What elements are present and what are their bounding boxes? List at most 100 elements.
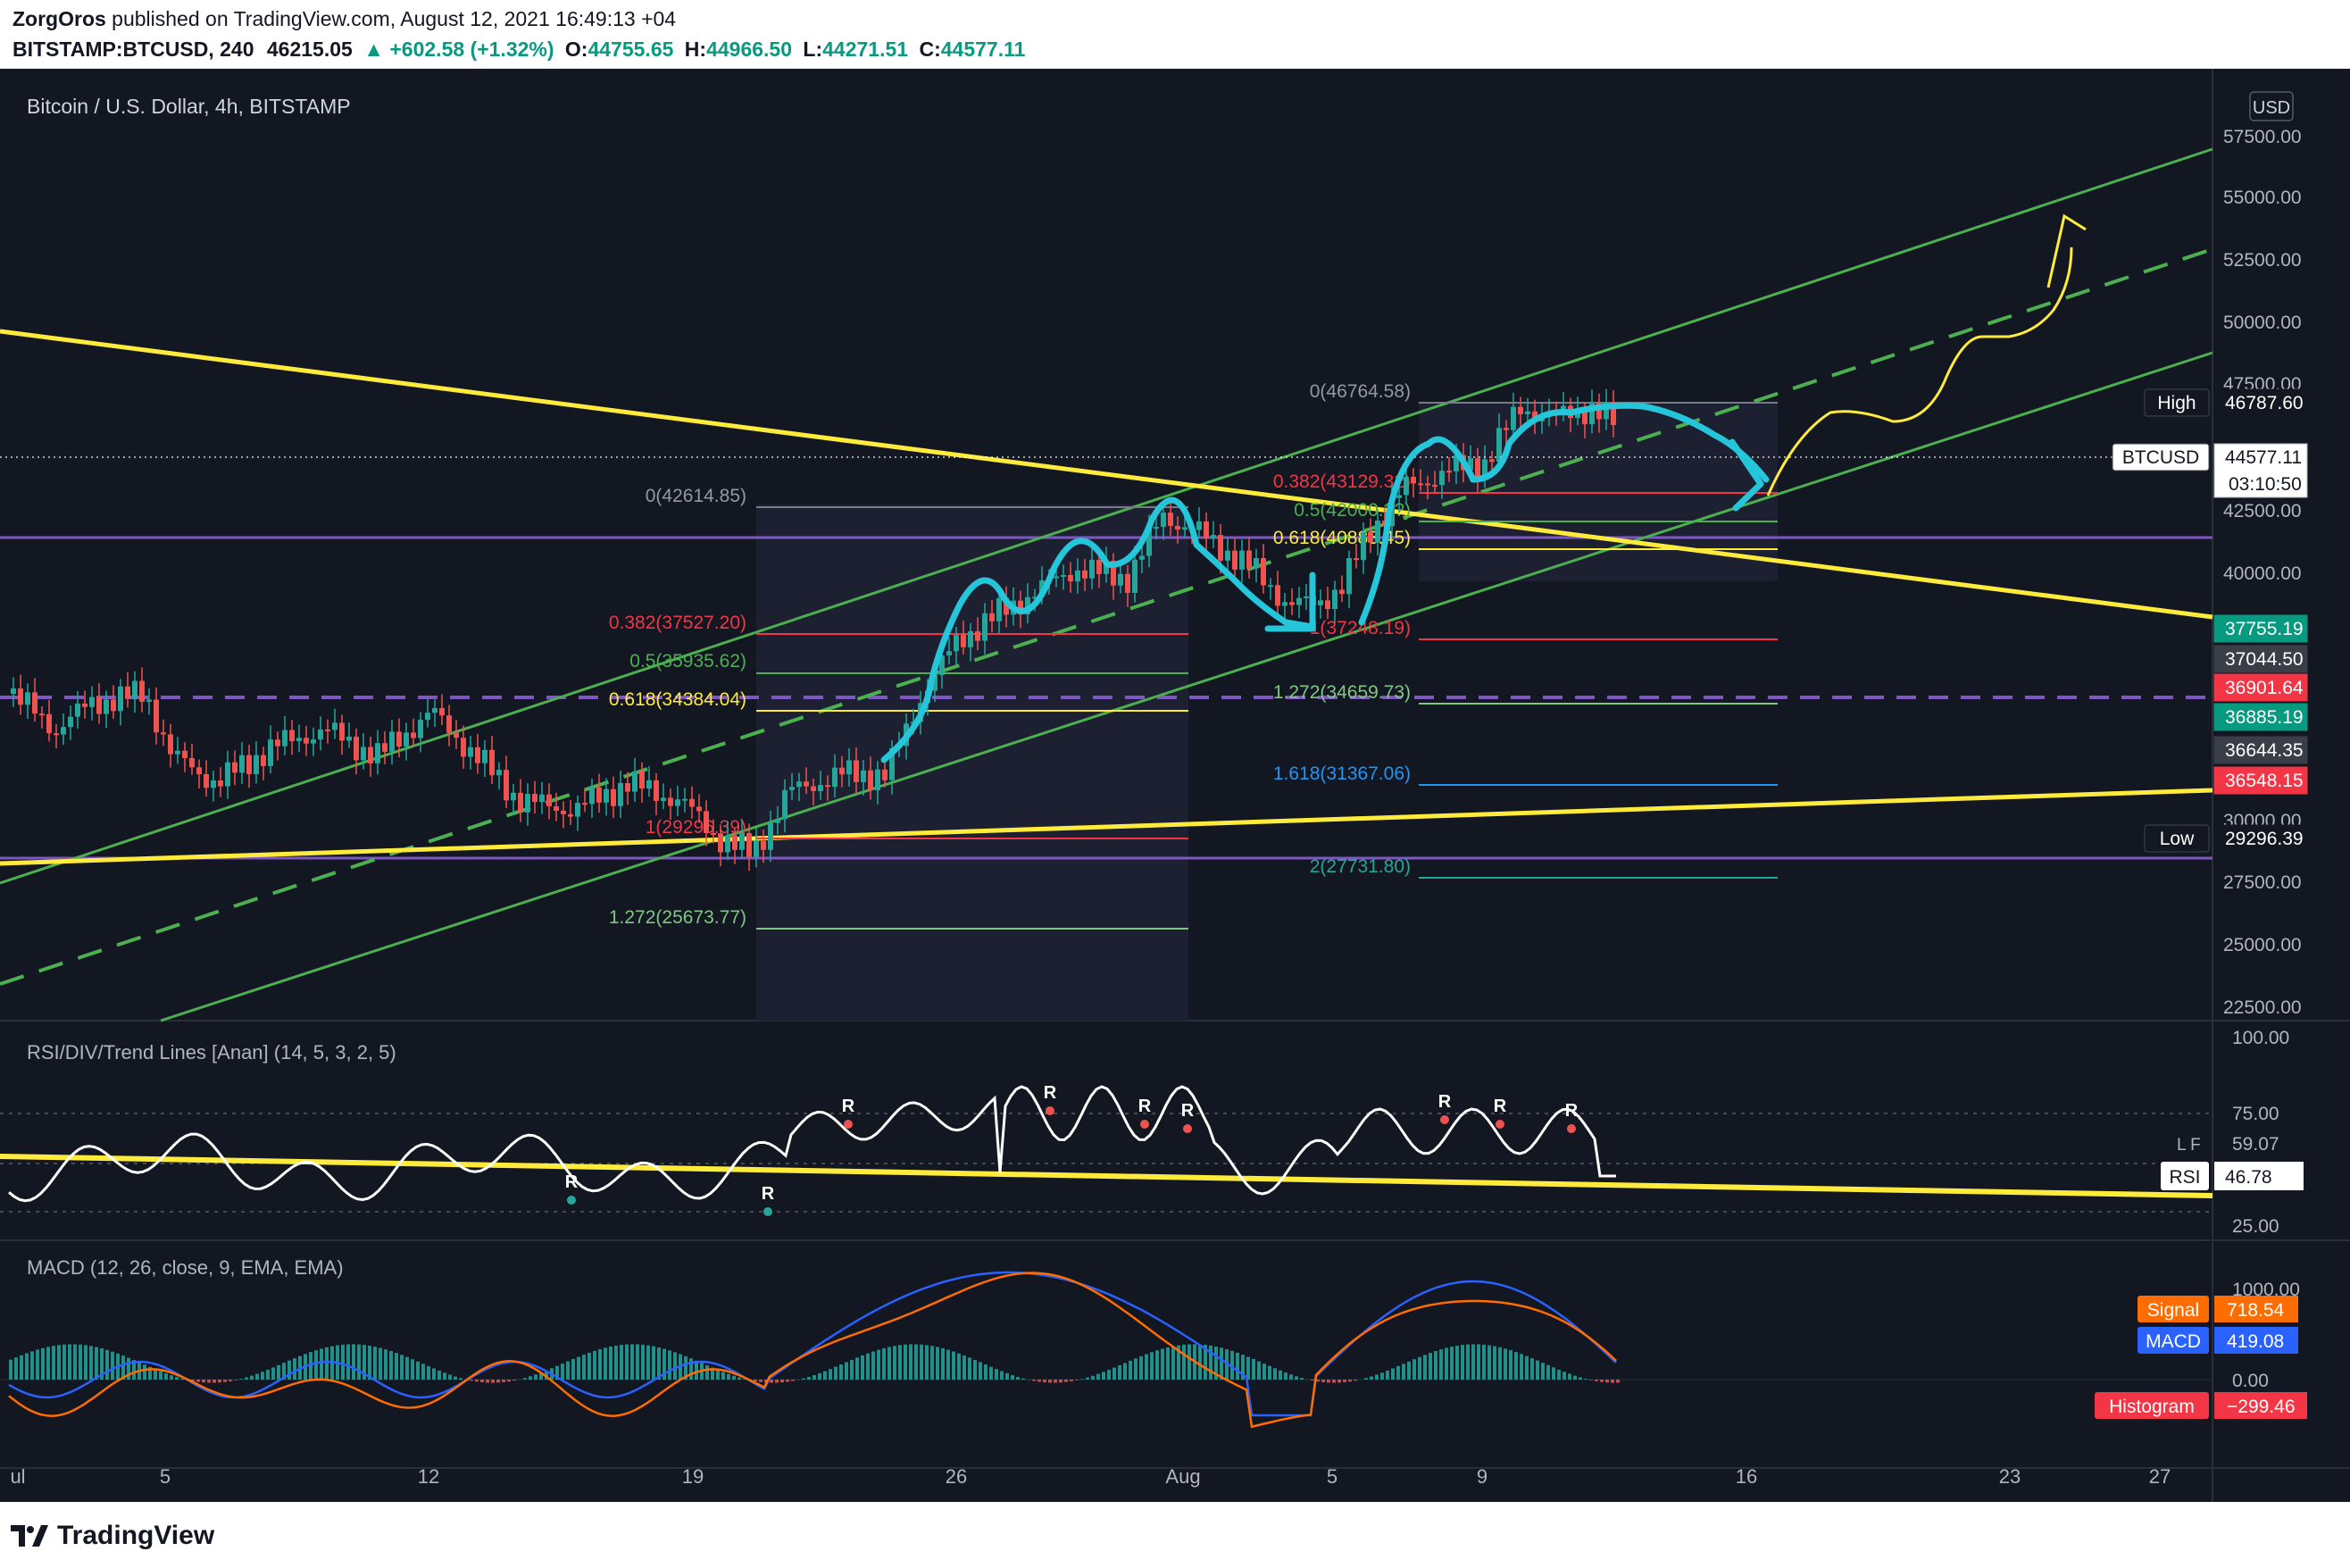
forecast-arrow-head[interactable] [1729, 438, 1764, 512]
tradingview-logo[interactable]: TradingView [11, 1518, 214, 1554]
histogram-bar [882, 1347, 886, 1380]
histogram-bar [695, 1360, 698, 1380]
rsi-trendline[interactable] [0, 1154, 2213, 1198]
rsi-divergence-markers[interactable]: R R R R R R R R R [565, 1083, 1579, 1216]
date-tick: 9 [1477, 1465, 1488, 1488]
candle-body [68, 716, 73, 728]
histogram-bar [1375, 1374, 1379, 1380]
candle-body [1111, 561, 1116, 586]
histogram-bar [207, 1380, 211, 1383]
channel-mid-line[interactable] [0, 247, 2213, 986]
histogram-bar [250, 1375, 254, 1380]
fib-right-2: 2(27731.80) [1310, 856, 1411, 877]
histogram-bar [571, 1358, 575, 1380]
time-axis[interactable]: ul 5 12 19 26 Aug 5 9 16 23 27 [10, 1465, 2171, 1488]
candle-body [32, 692, 38, 714]
rsi-title[interactable]: RSI/DIV/Trend Lines [Anan] (14, 5, 3, 2,… [27, 1041, 396, 1063]
macd-axis[interactable]: 1000.00 0.00 [2232, 1280, 2300, 1391]
histogram-bar [807, 1377, 811, 1380]
fib-right-0: 0(46764.58) [1310, 381, 1411, 402]
histogram-bar [1482, 1344, 1486, 1380]
histogram-bar [534, 1374, 538, 1380]
histogram-bar [1038, 1380, 1041, 1382]
candle-body [1418, 483, 1423, 486]
candle-body [432, 708, 438, 713]
histogram-bar [1198, 1344, 1202, 1380]
price-tick: 57500.00 [2223, 127, 2302, 147]
candle-body [161, 732, 166, 735]
histogram-bar [132, 1360, 136, 1380]
macd-badges: Signal 718.54 MACD 419.08 Histogram −299… [2095, 1296, 2307, 1419]
histogram-bar [1327, 1380, 1330, 1383]
histogram-bar [438, 1370, 441, 1380]
histogram-bar [791, 1380, 795, 1381]
histogram-bar [1080, 1379, 1084, 1380]
histogram-bar [1605, 1380, 1609, 1383]
histogram-bar [1461, 1345, 1464, 1380]
author-name[interactable]: ZorgOros [12, 7, 106, 30]
descending-trendline[interactable] [0, 329, 2213, 620]
histogram-bar [1182, 1344, 1186, 1380]
histogram-bar [904, 1344, 907, 1380]
candle-body [1154, 527, 1159, 530]
candle-body [282, 730, 288, 746]
histogram-bar [127, 1357, 130, 1380]
candle-body [468, 746, 473, 757]
histogram-bar [523, 1378, 527, 1380]
signal-line[interactable] [8, 1272, 1617, 1429]
macd-line[interactable] [8, 1271, 1617, 1417]
fib-left-1272: 1.272(25673.77) [609, 907, 746, 928]
histogram-bar [1118, 1365, 1121, 1380]
histogram-bar [373, 1347, 377, 1380]
chart-svg[interactable]: 0(42614.85) 0.382(37527.20) 0.5(35935.62… [0, 69, 2350, 1502]
histogram-bar [920, 1344, 923, 1380]
candle-body [1254, 557, 1259, 569]
price-axis-ticks[interactable]: 57500.0055000.0052500.0050000.0047500.00… [2223, 127, 2302, 1018]
candle-body [1282, 602, 1288, 606]
histogram-bar [95, 1347, 98, 1380]
price-badges: High 46787.60 BTCUSD 44577.11 03:10:50 37755.… [2112, 388, 2308, 853]
histogram-bar [829, 1369, 832, 1380]
histogram-bar [180, 1378, 184, 1380]
candle-body [1068, 574, 1073, 582]
histogram-bar [475, 1380, 479, 1382]
candle-body [539, 794, 545, 803]
divergence-dot [763, 1207, 772, 1216]
histogram-bar [1445, 1347, 1448, 1380]
tradingview-brand: TradingView [57, 1521, 215, 1550]
histogram-bar [223, 1380, 227, 1382]
macd-histogram[interactable] [9, 1344, 1620, 1383]
candle-body [168, 734, 173, 755]
candle-body [289, 730, 295, 742]
histogram-bar [995, 1369, 998, 1380]
candle-body [1275, 585, 1280, 606]
fib-extension-right[interactable] [1419, 402, 1778, 879]
candle-body [1339, 589, 1345, 595]
histogram-bar [1230, 1350, 1234, 1380]
macd-title[interactable]: MACD (12, 26, close, 9, EMA, EMA) [27, 1256, 344, 1279]
candle-body [575, 803, 580, 817]
projection-path[interactable] [1766, 246, 2073, 496]
candle-body [1175, 525, 1180, 530]
histogram-bar [1129, 1360, 1132, 1380]
candle-body [296, 738, 302, 742]
rsi-line[interactable] [8, 1085, 1616, 1203]
projection-arrow-head[interactable] [2046, 213, 2087, 288]
currency-button[interactable] [2249, 91, 2294, 121]
ascending-trendline[interactable] [0, 788, 2213, 866]
candle-body [839, 767, 845, 775]
histogram-bar [14, 1357, 18, 1380]
candle-body [418, 720, 423, 738]
channel-lower-line[interactable] [160, 351, 2213, 1022]
histogram-bar [1514, 1352, 1518, 1380]
histogram-bar [673, 1352, 677, 1380]
chart-canvas[interactable]: 0(42614.85) 0.382(37527.20) 0.5(35935.62… [0, 69, 2350, 1502]
candle-body [82, 703, 88, 707]
candle-body [311, 739, 316, 744]
histogram-bar [1262, 1364, 1266, 1380]
histogram-bar [984, 1364, 988, 1380]
forecast-path-drawing[interactable] [880, 402, 1770, 763]
rsi-axis[interactable]: 100.00 75.00 59.07 25.00 L F [2177, 1028, 2289, 1237]
candlestick-series[interactable] [11, 388, 1616, 872]
candle-body [989, 613, 995, 621]
